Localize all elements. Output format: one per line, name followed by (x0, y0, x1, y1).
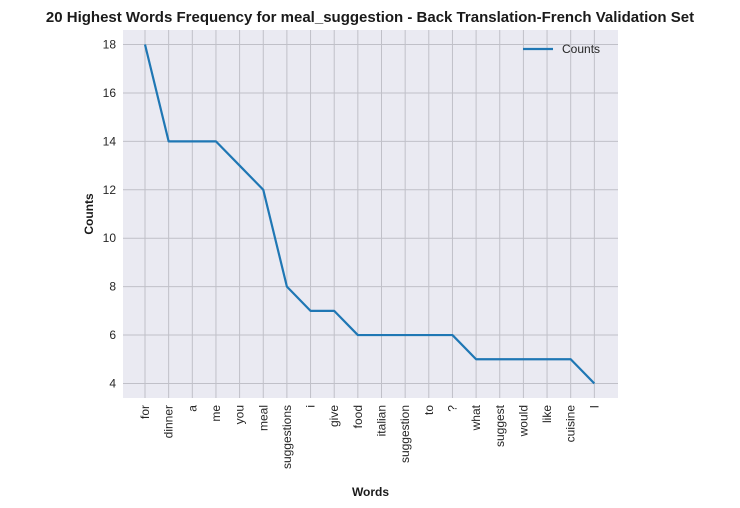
chart-title: 20 Highest Words Frequency for meal_sugg… (46, 9, 694, 26)
x-tick-label: like (540, 405, 554, 423)
x-tick-label: what (469, 404, 483, 431)
x-tick-label: you (233, 405, 247, 424)
plot-area (123, 30, 618, 398)
y-tick-label: 16 (103, 86, 117, 100)
y-tick-label: 18 (103, 38, 117, 52)
x-axis-ticks: for dinner a me you meal suggestions i give food i… (138, 404, 601, 469)
legend-entry-counts: Counts (562, 42, 600, 56)
x-tick-label: me (209, 405, 223, 422)
x-tick-label: give (327, 405, 341, 427)
legend: Counts (523, 42, 600, 56)
x-tick-label: I (587, 405, 601, 408)
y-axis-ticks: 4 6 8 10 12 14 16 18 (103, 38, 117, 391)
x-tick-label: suggest (493, 404, 507, 447)
series-group (143, 44, 596, 385)
x-tick-label: dinner (162, 405, 176, 438)
series-line-counts (143, 44, 596, 385)
x-tick-label: would (516, 405, 530, 437)
y-tick-label: 8 (109, 280, 116, 294)
y-tick-label: 6 (109, 328, 116, 342)
x-axis-label: Words (352, 485, 389, 499)
x-tick-label: i (304, 405, 318, 408)
x-tick-label: meal (256, 405, 270, 431)
x-tick-label: suggestions (280, 405, 294, 469)
y-axis-label: Counts (82, 193, 96, 235)
x-tick-label: cuisine (564, 405, 578, 443)
y-tick-label: 14 (103, 134, 117, 148)
y-tick-label: 10 (103, 231, 117, 245)
x-tick-label: italian (375, 405, 389, 436)
y-tick-label: 4 (109, 376, 116, 390)
x-tick-label: for (138, 405, 152, 419)
x-tick-label: food (351, 405, 365, 428)
x-tick-label: to (422, 405, 436, 415)
x-tick-label: suggestion (398, 405, 412, 463)
x-tick-label: ? (445, 405, 459, 412)
y-tick-label: 12 (103, 183, 117, 197)
x-tick-label: a (185, 405, 199, 412)
